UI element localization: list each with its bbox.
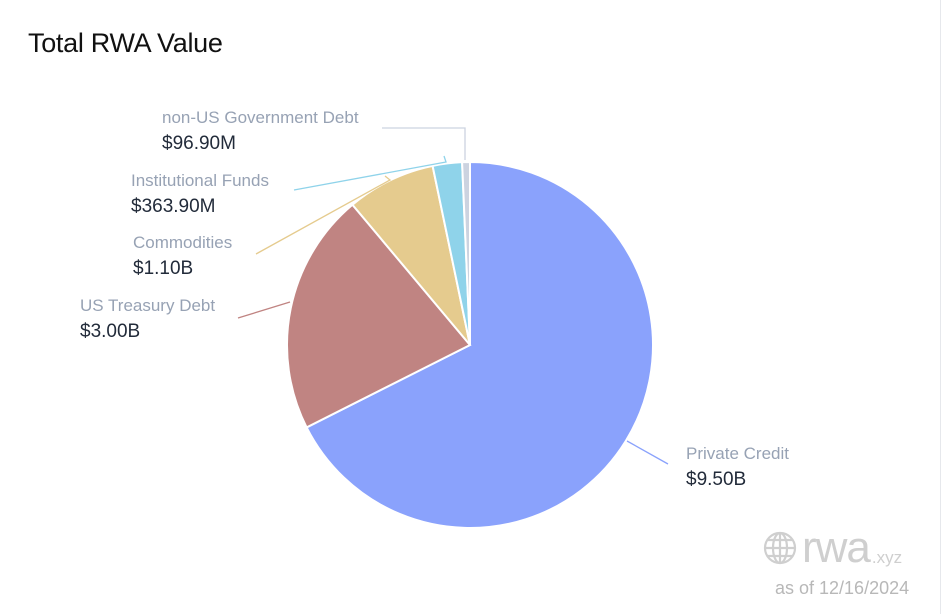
slice-value: $3.00B — [80, 321, 141, 342]
leader-line — [293, 155, 447, 191]
pie-slice-private-credit[interactable] — [305, 160, 654, 529]
chart-title: Total RWA Value — [28, 28, 223, 58]
slice-name: US Treasury Debt — [80, 296, 216, 315]
slice-name: Commodities — [133, 233, 233, 252]
slice-value: $9.50B — [686, 469, 747, 490]
globe-icon — [763, 531, 797, 565]
logo-text: rwa — [802, 523, 871, 572]
slice-name: non-US Government Debt — [162, 108, 359, 127]
leader-line — [626, 440, 669, 465]
slice-label: Commodities $1.10B — [133, 233, 232, 280]
pie-slice-us-treasury-debt[interactable] — [286, 203, 472, 429]
frame-border — [940, 0, 941, 614]
slice-value: $363.90M — [131, 196, 216, 217]
leader-line — [382, 127, 466, 160]
leader-line — [237, 301, 291, 319]
slice-label: US Treasury Debt $3.00B — [80, 296, 215, 343]
leader-line — [255, 175, 392, 255]
slice-value: $1.10B — [133, 258, 194, 279]
logo-suffix: .xyz — [871, 548, 903, 567]
slice-name: Institutional Funds — [131, 171, 269, 190]
slice-label: non-US Government Debt $96.90M — [162, 108, 359, 155]
slice-label: Institutional Funds $363.90M — [131, 171, 269, 218]
rwa-logo: rwa .xyz — [762, 523, 903, 572]
slice-value: $96.90M — [162, 133, 236, 154]
slice-name: Private Credit — [686, 444, 789, 463]
slice-label: Private Credit $9.50B — [686, 444, 789, 491]
as-of-date: as of 12/16/2024 — [775, 578, 910, 598]
pie-slice-non-us-government-debt[interactable] — [461, 160, 471, 346]
